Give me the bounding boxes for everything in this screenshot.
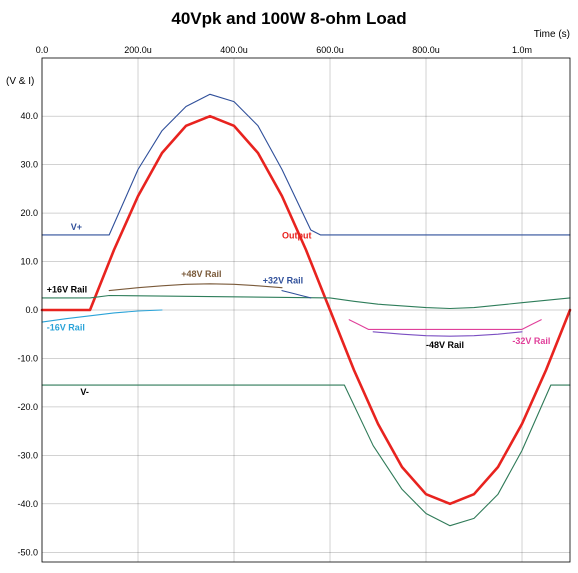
y-tick-label: 20.0 bbox=[20, 208, 38, 218]
x-tick-label: 200.0u bbox=[124, 45, 152, 55]
x-tick-label: 600.0u bbox=[316, 45, 344, 55]
series-line-48v-rail bbox=[372, 331, 523, 337]
x-tick-label: 1.0m bbox=[512, 45, 532, 55]
series-line-16v-rail bbox=[41, 294, 571, 310]
tick-layer: 0.0 200.0u 400.0u 600.0u 800.0u 1.0m 40.0 30.0 2… bbox=[17, 45, 532, 557]
series-line-32v-rail bbox=[281, 290, 312, 299]
annotation-label: V- bbox=[80, 387, 89, 397]
x-tick-label: 800.0u bbox=[412, 45, 440, 55]
y-axis-label: (V & I) bbox=[6, 76, 34, 87]
chart-title: 40Vpk and 100W 8-ohm Load bbox=[171, 9, 406, 28]
annotation-label: -16V Rail bbox=[47, 322, 85, 332]
series-line-v bbox=[41, 93, 571, 236]
annotation-label: V+ bbox=[71, 222, 82, 232]
y-tick-label: 0.0 bbox=[25, 305, 38, 315]
series-line-32v-rail bbox=[348, 319, 542, 330]
x-axis-label: Time (s) bbox=[534, 29, 570, 40]
y-tick-label: 30.0 bbox=[20, 160, 38, 170]
plot-frame bbox=[41, 57, 571, 563]
y-tick-label: 40.0 bbox=[20, 111, 38, 121]
annotation-label: +48V Rail bbox=[181, 269, 221, 279]
annotation-label: -32V Rail bbox=[512, 336, 550, 346]
series-line-48v-rail bbox=[108, 283, 283, 292]
y-tick-label: -10.0 bbox=[17, 353, 38, 363]
x-tick-label: 400.0u bbox=[220, 45, 248, 55]
annotation-label: +16V Rail bbox=[47, 285, 87, 295]
y-tick-label: -20.0 bbox=[17, 402, 38, 412]
annotation-label: -48V Rail bbox=[426, 340, 464, 350]
y-tick-label: -50.0 bbox=[17, 547, 38, 557]
series-layer bbox=[40, 93, 572, 527]
series-line-output bbox=[40, 114, 572, 506]
annotation-label: +32V Rail bbox=[263, 275, 303, 285]
y-tick-label: -30.0 bbox=[17, 450, 38, 460]
x-tick-label: 0.0 bbox=[36, 45, 49, 55]
annotation-label: Output bbox=[282, 230, 312, 240]
y-tick-label: -40.0 bbox=[17, 499, 38, 509]
series-line-16v-rail bbox=[41, 309, 163, 323]
series-line-v bbox=[41, 384, 571, 527]
annotation-layer: V+ V- Output +16V Rail -16V Rail +48V Rail +32… bbox=[47, 222, 551, 397]
y-tick-label: 10.0 bbox=[20, 257, 38, 267]
